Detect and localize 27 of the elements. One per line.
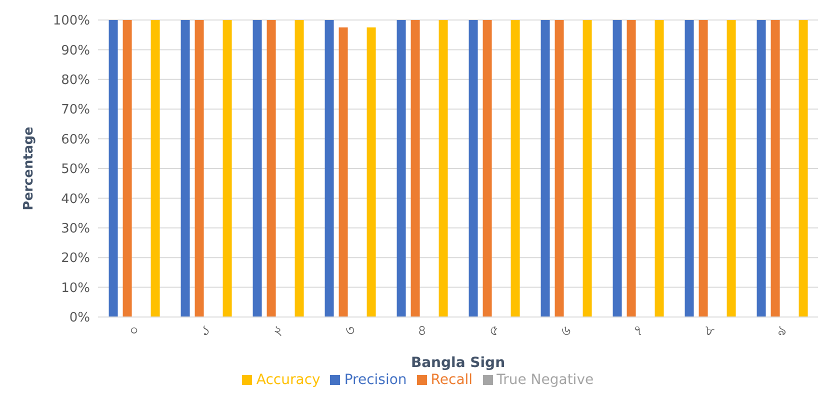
y-tick-label: 90% (61, 43, 90, 58)
x-tick-label: ২ (274, 322, 282, 339)
x-tick-label: ৪ (418, 322, 426, 339)
x-tick-label: ০ (130, 322, 138, 339)
x-tick-label: ৬ (562, 322, 570, 339)
legend-label: True Negative (496, 372, 594, 388)
y-tick-label: 20% (61, 251, 90, 266)
y-tick-label: 50% (61, 162, 90, 178)
x-tick-label: ৫ (490, 322, 498, 339)
x-tick-label: ৭ (634, 322, 642, 339)
x-axis-title: Bangla Sign (410, 355, 506, 371)
x-tick-label: ৮ (706, 322, 714, 339)
x-tick-label: ১ (202, 322, 210, 339)
y-tick-label: 70% (61, 102, 90, 118)
y-tick-label: 100% (52, 14, 90, 29)
y-tick-label: 30% (61, 222, 90, 237)
legend-label: Accuracy (256, 372, 320, 388)
x-tick-label: ৩ (346, 322, 354, 339)
y-tick-label: 80% (61, 73, 90, 88)
x-tick-label: ৯ (778, 322, 786, 339)
legend-label: Recall (430, 372, 473, 388)
y-axis-title: Percentage (22, 126, 37, 210)
y-tick-label: 10% (61, 280, 90, 296)
y-tick-label: 60% (61, 132, 90, 148)
y-tick-label: 40% (61, 192, 90, 207)
legend-label: Precision (344, 372, 407, 388)
y-tick-label: 0% (69, 310, 90, 326)
